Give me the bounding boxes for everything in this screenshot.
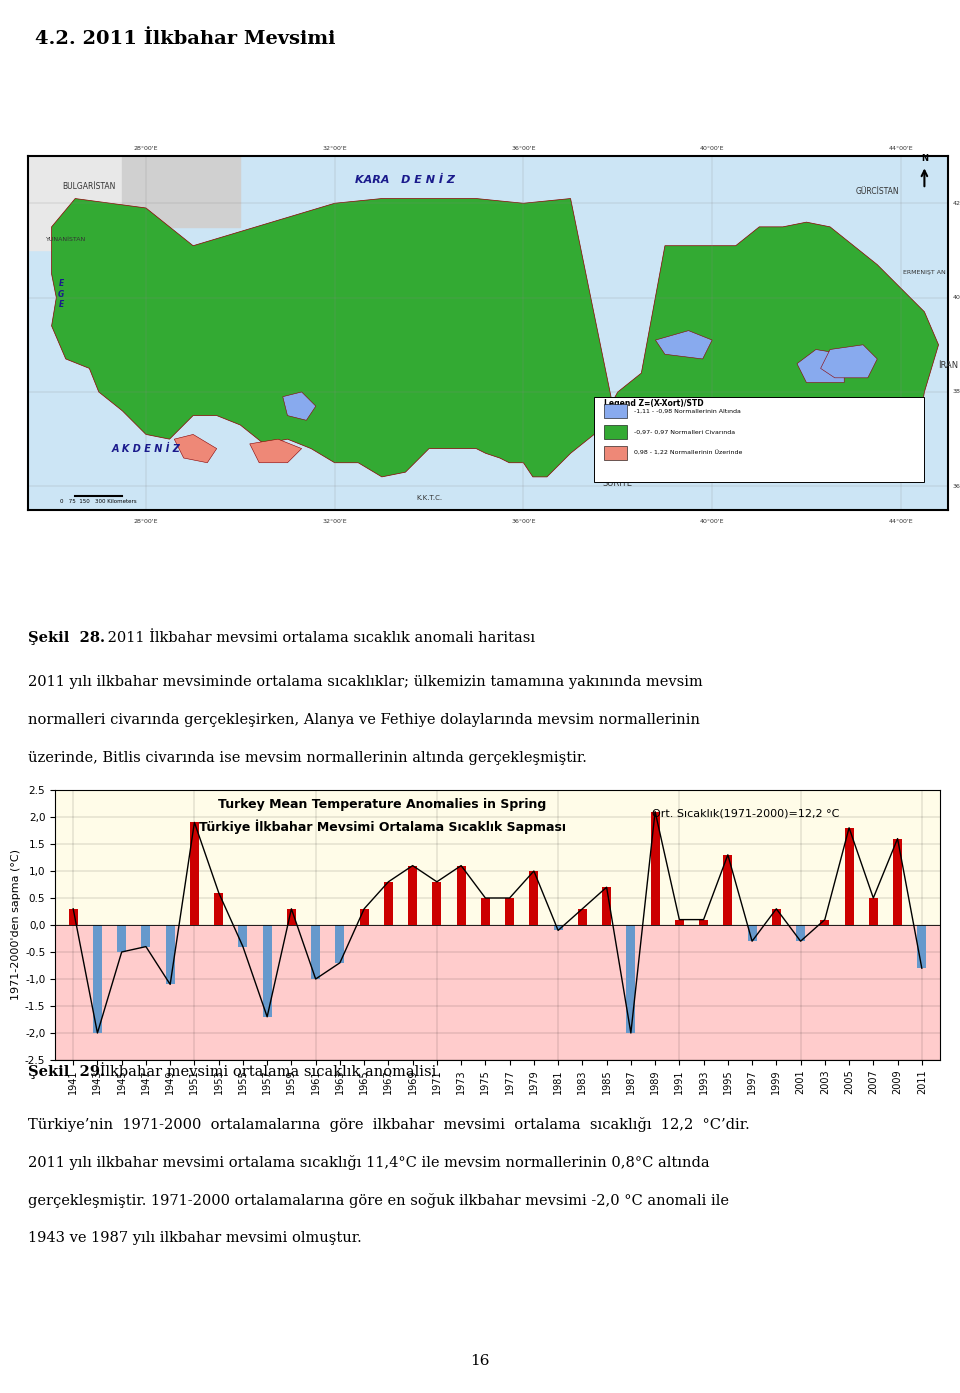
Text: 28°00'E: 28°00'E <box>133 520 158 524</box>
Bar <box>578 908 587 925</box>
Bar <box>602 887 612 925</box>
Bar <box>529 871 539 925</box>
Bar <box>554 925 563 931</box>
Text: ERMENIŞT AN: ERMENIŞT AN <box>903 270 946 274</box>
Text: 36°00'E: 36°00'E <box>511 146 536 152</box>
Text: 42°00'N: 42°00'N <box>952 201 960 206</box>
Text: Legend Z=(X-Xort)/STD: Legend Z=(X-Xort)/STD <box>604 398 704 408</box>
Polygon shape <box>797 350 844 383</box>
Text: 0   75  150   300 Kilometers: 0 75 150 300 Kilometers <box>60 499 137 504</box>
Text: 36°00'N: 36°00'N <box>952 483 960 489</box>
Bar <box>190 822 199 925</box>
Text: IRAK: IRAK <box>868 469 887 479</box>
Bar <box>287 908 296 925</box>
Polygon shape <box>656 330 712 359</box>
Bar <box>604 425 627 439</box>
Bar <box>869 898 877 925</box>
Text: normalleri civarında gerçekleşirken, Alanya ve Fethiye dolaylarında mevsim norma: normalleri civarında gerçekleşirken, Ala… <box>28 713 700 727</box>
Bar <box>166 925 175 985</box>
Bar <box>238 925 248 947</box>
Text: -0,97- 0,97 Normalleri Civarında: -0,97- 0,97 Normalleri Civarında <box>635 429 735 435</box>
Text: İlkbahar mevsimi ortalama sıcaklık anomalisi: İlkbahar mevsimi ortalama sıcaklık anoma… <box>95 1066 437 1080</box>
Text: A K D E N İ Z: A K D E N İ Z <box>111 443 180 454</box>
Text: -1,11 - -0,98 Normallerinin Altında: -1,11 - -0,98 Normallerinin Altında <box>635 408 741 414</box>
Text: Türkiye İlkbahar Mevsimi Ortalama Sıcaklık Sapması: Türkiye İlkbahar Mevsimi Ortalama Sıcakl… <box>199 819 566 834</box>
Bar <box>505 898 515 925</box>
Text: 32°00'E: 32°00'E <box>323 146 347 152</box>
Bar <box>360 908 369 925</box>
Bar <box>917 925 926 968</box>
Text: Türkiye’nin  1971-2000  ortalamalarına  göre  ilkbahar  mevsimi  ortalama  sıcak: Türkiye’nin 1971-2000 ortalamalarına gör… <box>28 1117 750 1133</box>
Text: 2011 yılı ilkbahar mevsimi ortalama sıcaklığı 11,4°C ile mevsim normallerinin 0,: 2011 yılı ilkbahar mevsimi ortalama sıca… <box>28 1155 709 1170</box>
Bar <box>408 865 418 925</box>
Text: 2011 yılı ilkbahar mevsiminde ortalama sıcaklıklar; ülkemizin tamamına yakınında: 2011 yılı ilkbahar mevsiminde ortalama s… <box>28 676 703 690</box>
Bar <box>263 925 272 1017</box>
Bar <box>55 925 940 1060</box>
Text: E
G
E: E G E <box>58 279 64 309</box>
Text: 44°00'E: 44°00'E <box>889 520 913 524</box>
Bar <box>432 882 442 925</box>
Polygon shape <box>283 391 316 421</box>
Text: YUNANİSTAN: YUNANİSTAN <box>46 237 85 242</box>
Bar <box>55 790 940 925</box>
Polygon shape <box>250 439 301 462</box>
Text: İRAN: İRAN <box>939 361 959 371</box>
Text: SURİYE: SURİYE <box>603 479 633 489</box>
Text: BULGARİSTAN: BULGARİSTAN <box>62 182 116 191</box>
Text: üzerinde, Bitlis civarında ise mevsim normallerinin altında gerçekleşmiştir.: üzerinde, Bitlis civarında ise mevsim no… <box>28 751 587 765</box>
Text: 32°00'E: 32°00'E <box>323 520 347 524</box>
Bar <box>141 925 151 947</box>
Bar <box>772 908 780 925</box>
Bar <box>651 812 660 925</box>
Bar <box>68 908 78 925</box>
Bar <box>594 397 924 482</box>
Bar <box>335 925 345 963</box>
Bar <box>699 919 708 925</box>
Text: N: N <box>921 155 928 163</box>
Text: 38°00'N: 38°00'N <box>952 390 960 394</box>
Text: KARA   D E N İ Z: KARA D E N İ Z <box>355 174 455 185</box>
Text: 40°00'N: 40°00'N <box>952 295 960 299</box>
Bar <box>796 925 805 942</box>
Bar <box>748 925 756 942</box>
Bar <box>457 865 466 925</box>
Bar <box>675 919 684 925</box>
Bar <box>93 925 102 1034</box>
Bar <box>820 919 829 925</box>
Bar <box>845 827 853 925</box>
Text: 44°00'E: 44°00'E <box>889 146 913 152</box>
Text: Turkey Mean Temperature Anomalies in Spring: Turkey Mean Temperature Anomalies in Spr… <box>218 798 546 811</box>
Text: K.K.T.C.: K.K.T.C. <box>416 496 443 501</box>
Bar <box>117 925 126 951</box>
Bar <box>626 925 636 1034</box>
Polygon shape <box>821 345 877 378</box>
Text: 16: 16 <box>470 1354 490 1368</box>
Polygon shape <box>52 199 939 476</box>
Text: 1943 ve 1987 yılı ilkbahar mevsimi olmuştur.: 1943 ve 1987 yılı ilkbahar mevsimi olmuş… <box>28 1231 362 1245</box>
Bar <box>481 898 490 925</box>
Text: GÜRCİSTAN: GÜRCİSTAN <box>855 187 900 196</box>
Text: 4.2. 2011 İlkbahar Mevsimi: 4.2. 2011 İlkbahar Mevsimi <box>35 31 335 47</box>
Polygon shape <box>175 435 217 462</box>
Text: gerçekleşmiştir. 1971-2000 ortalamalarına göre en soğuk ilkbahar mevsimi -2,0 °C: gerçekleşmiştir. 1971-2000 ortalamaların… <box>28 1192 729 1208</box>
Bar <box>723 855 732 925</box>
Bar <box>604 404 627 418</box>
Text: 2011 İlkbahar mevsimi ortalama sıcaklık anomali haritası: 2011 İlkbahar mevsimi ortalama sıcaklık … <box>103 631 535 645</box>
Bar <box>893 839 902 925</box>
Bar <box>311 925 321 979</box>
Text: 36°00'E: 36°00'E <box>511 520 536 524</box>
Y-axis label: 1971-2000'den sapma (°C): 1971-2000'den sapma (°C) <box>11 850 21 1000</box>
Text: Şekil  28.: Şekil 28. <box>28 631 105 645</box>
Text: Ort. Sıcaklık(1971-2000)=12,2 °C: Ort. Sıcaklık(1971-2000)=12,2 °C <box>652 809 839 819</box>
Bar <box>214 893 224 925</box>
Bar <box>604 446 627 460</box>
Text: 40°00'E: 40°00'E <box>700 520 725 524</box>
Text: 0,98 - 1,22 Normallerinin Üzerinde: 0,98 - 1,22 Normallerinin Üzerinde <box>635 451 743 456</box>
Text: 40°00'E: 40°00'E <box>700 146 725 152</box>
Text: 28°00'E: 28°00'E <box>133 146 158 152</box>
Bar <box>384 882 393 925</box>
Text: Şekil  29.: Şekil 29. <box>28 1066 105 1080</box>
